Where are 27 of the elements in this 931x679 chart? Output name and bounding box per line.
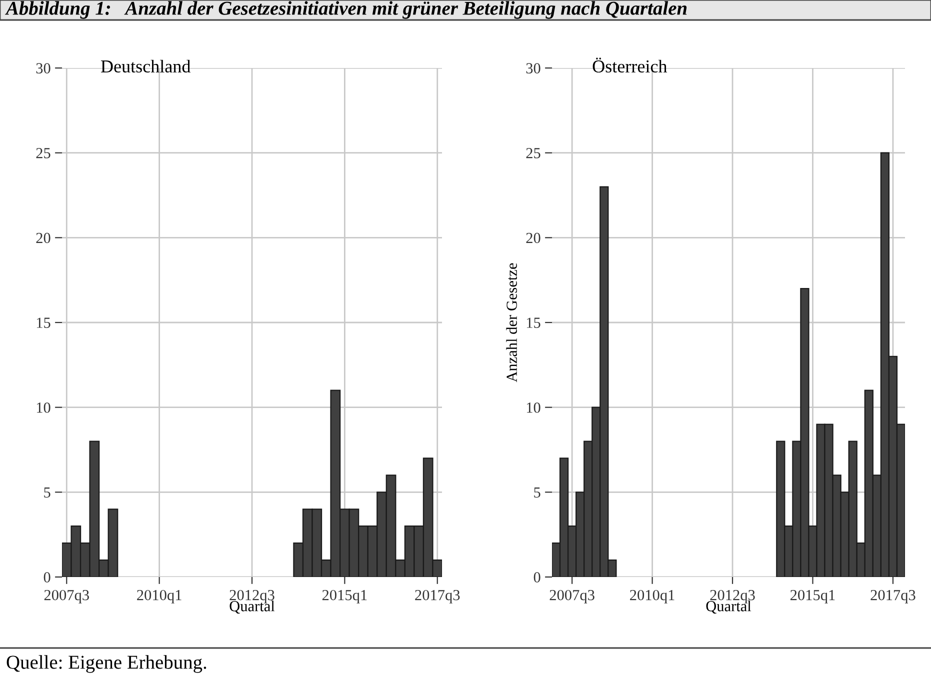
y-tick-label: 30: [526, 63, 540, 74]
y-tick-label: 15: [526, 318, 540, 328]
x-tick-label: 2015q1: [322, 590, 367, 604]
chart-subtitle: Österreich: [592, 58, 668, 73]
x-tick-label: 2010q1: [137, 590, 182, 604]
y-tick-label: 15: [36, 318, 50, 328]
x-tick-label: 2010q1: [630, 590, 674, 604]
x-tick-label: 2017q3: [415, 590, 460, 604]
chart-title: Abbildung 1: Anzahl der Gesetzesinitiativen mit grüner Beteiligung nach Quartalen: [4, 1, 687, 19]
y-tick-label: 5: [44, 487, 50, 498]
y-tick-label: 5: [534, 487, 540, 498]
y-tick-label: 30: [36, 63, 50, 74]
chart-subtitle: Deutschland: [100, 60, 191, 73]
y-tick-label: 25: [36, 148, 50, 158]
x-tick-label: 2015q1: [790, 590, 835, 604]
source-note: Quelle: Eigene Erhebung.: [6, 655, 206, 673]
y-tick-label: 0: [44, 572, 50, 582]
y-tick-label: 10: [36, 402, 50, 413]
y-tick-label: 25: [526, 148, 540, 158]
y-tick-label: 20: [526, 232, 540, 244]
x-tick-label: 2017q3: [870, 590, 916, 604]
y-tick-label: 10: [526, 402, 540, 413]
y-tick-label: 20: [36, 232, 50, 244]
y-axis-title: Anzahl der Gesetze: [506, 263, 517, 382]
x-tick-label: 2007q3: [550, 590, 594, 604]
y-tick-label: 0: [534, 572, 540, 582]
x-tick-label: 2007q3: [44, 590, 89, 604]
